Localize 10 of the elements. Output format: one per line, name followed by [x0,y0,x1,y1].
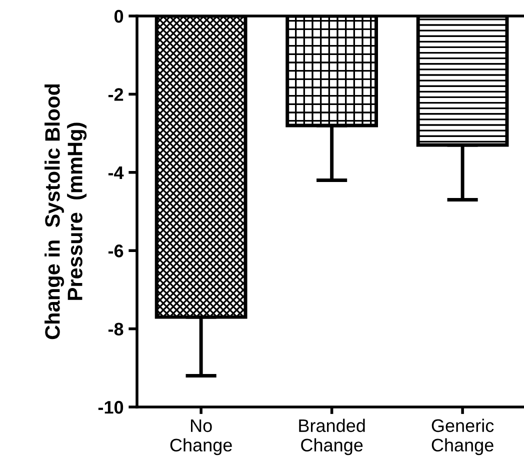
x-tick-label: Generic Change [432,418,494,456]
y-tick-label: -10 [98,400,124,414]
x-tick-label: No Change [170,419,232,456]
x-tick-label: Branded Change [299,418,365,456]
y-axis-title: Change in Systolic Blood Pressure (mmHg) [44,84,87,340]
y-tick-label: -4 [108,166,124,179]
y-tick-label: -8 [108,322,124,336]
y-tick-label: -6 [108,244,124,258]
y-tick-label: 0 [114,10,124,23]
y-tick-label: -2 [108,88,124,101]
